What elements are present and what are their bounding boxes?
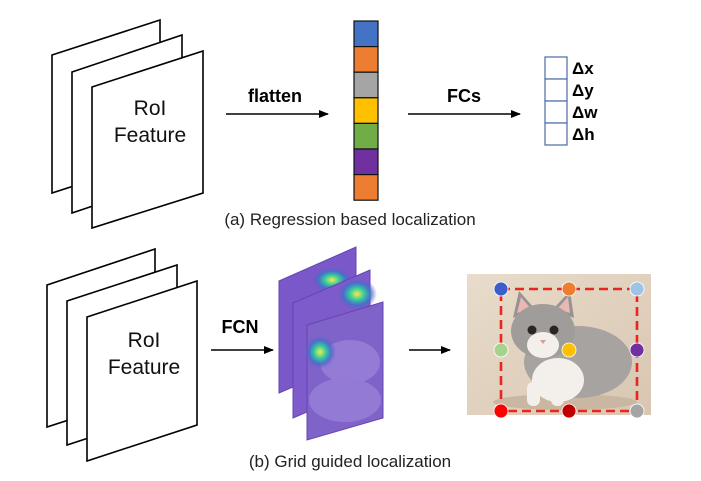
fcn-label: FCN (222, 317, 259, 337)
bottom-roi-stack: RoI Feature (46, 247, 198, 463)
flatten-label: flatten (248, 86, 302, 106)
regression-output: Δx Δy Δw Δh (544, 56, 598, 146)
grid-point (493, 403, 509, 419)
grid-point (561, 342, 577, 358)
grid-point (629, 403, 645, 419)
grid-point (561, 281, 577, 297)
vector-cell (353, 174, 379, 201)
grid-points (493, 281, 645, 419)
output-label-dx: Δx (572, 59, 594, 78)
cat-eye-left (527, 325, 537, 335)
grid-point (561, 403, 577, 419)
roi-label-line2: Feature (114, 124, 186, 147)
heatmap-stack (278, 246, 384, 441)
vector-cell (353, 122, 379, 150)
grid-point (629, 281, 645, 297)
output-label-dh: Δh (572, 125, 595, 144)
vector-cell (353, 20, 379, 48)
fcs-label: FCs (447, 86, 481, 106)
vector-cell (353, 97, 379, 125)
output-cell-dy (544, 78, 568, 102)
cat-result-image (467, 274, 651, 419)
roi-sheet-front (91, 49, 204, 230)
cat-belly (532, 358, 584, 402)
output-label-dw: Δw (572, 103, 598, 122)
cat-head (511, 304, 575, 358)
roi-label-line1: RoI (134, 97, 167, 120)
roi-label-line2: Feature (108, 356, 180, 379)
vector-cell (353, 71, 379, 99)
caption-a: (a) Regression based localization (224, 210, 475, 229)
grid-point (493, 281, 509, 297)
output-cell-dx (544, 56, 568, 80)
caption-b: (b) Grid guided localization (249, 452, 451, 471)
vector-cell (353, 148, 379, 176)
grid-point (493, 342, 509, 358)
roi-label-line1: RoI (128, 329, 161, 352)
cat-nose (540, 340, 546, 344)
cat-muzzle (527, 332, 559, 358)
output-cell-dh (544, 122, 568, 146)
cat-paw-left (527, 382, 540, 406)
cat-paw-right (551, 384, 564, 406)
flattened-feature-vector (353, 20, 379, 201)
output-label-dy: Δy (572, 81, 594, 100)
top-roi-stack: RoI Feature (51, 18, 204, 230)
cat-eye-right (549, 325, 559, 335)
heatmap-front (304, 301, 384, 441)
output-cell-dw (544, 100, 568, 124)
vector-cell (353, 45, 379, 73)
roi-sheet-front (86, 279, 198, 463)
grid-point (629, 342, 645, 358)
